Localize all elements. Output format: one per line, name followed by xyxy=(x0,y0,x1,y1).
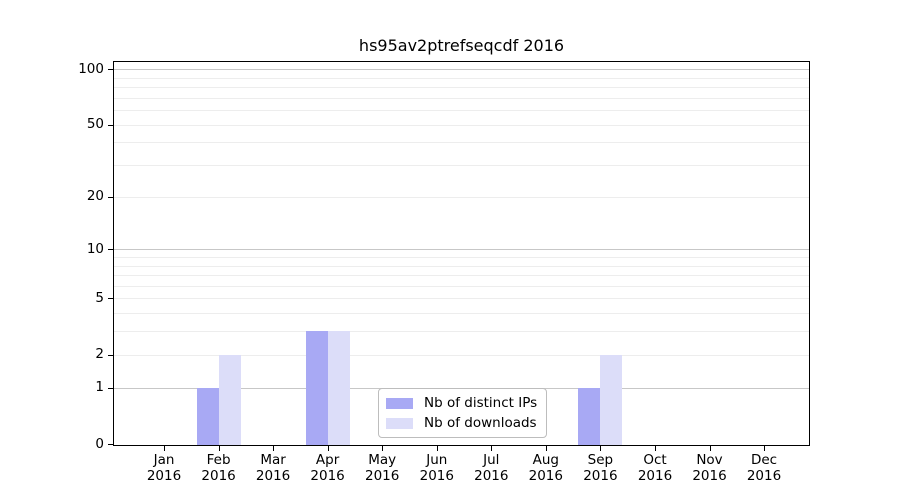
gridline-minor-30 xyxy=(114,165,809,166)
x-tick-label-jul: Jul 2016 xyxy=(474,452,509,484)
legend: Nb of distinct IPs Nb of downloads xyxy=(378,388,547,438)
y-tick-50 xyxy=(108,125,113,126)
bar-downloads-sep xyxy=(600,354,623,446)
x-tick-label-apr: Apr 2016 xyxy=(310,452,345,484)
x-tick-label-dec: Dec 2016 xyxy=(746,452,782,484)
x-tick-label-may: May 2016 xyxy=(365,452,400,484)
gridline-minor-70 xyxy=(114,97,809,99)
legend-swatch-downloads xyxy=(386,417,413,429)
x-tick-apr xyxy=(327,446,329,451)
y-tick-label-2: 2 xyxy=(95,346,104,363)
y-tick-100 xyxy=(108,69,113,70)
x-tick-label-mar: Mar 2016 xyxy=(255,452,291,484)
gridline-minor-20 xyxy=(114,196,809,198)
x-tick-label-nov: Nov 2016 xyxy=(692,452,727,484)
y-tick-label-50: 50 xyxy=(86,116,104,132)
gridline-minor-9 xyxy=(114,256,809,258)
gridline-minor-5 xyxy=(114,298,809,300)
gridline-minor-90 xyxy=(114,77,809,79)
chart-title: hs95av2ptrefseqcdf 2016 xyxy=(358,36,565,55)
y-tick-label-5: 5 xyxy=(95,289,104,306)
gridline-minor-60 xyxy=(114,110,809,111)
y-tick-1 xyxy=(108,388,113,389)
gridline-decade-100 xyxy=(114,69,809,70)
bar-downloads-apr xyxy=(327,331,350,446)
gridline-minor-2 xyxy=(114,354,809,356)
x-tick-may xyxy=(382,446,384,451)
x-tick-sep xyxy=(600,446,602,451)
x-tick-label-sep: Sep 2016 xyxy=(583,452,618,484)
gridline-minor-80 xyxy=(114,86,809,88)
x-tick-jan xyxy=(164,446,165,451)
legend-swatch-distinct-ips xyxy=(386,397,413,409)
x-tick-mar xyxy=(273,446,275,451)
gridline-minor-50 xyxy=(114,124,809,126)
x-tick-oct xyxy=(655,446,656,451)
bar-distinct-ips-apr xyxy=(305,331,328,446)
bar-downloads-feb xyxy=(218,354,241,446)
y-tick-2 xyxy=(108,355,113,356)
legend-label-distinct-ips: Nb of distinct IPs xyxy=(424,394,538,411)
x-tick-nov xyxy=(709,446,711,451)
x-tick-label-oct: Oct 2016 xyxy=(637,452,673,484)
x-tick-jun xyxy=(436,446,438,451)
gridline-minor-40 xyxy=(114,142,809,144)
y-tick-10 xyxy=(108,249,113,250)
x-tick-label-aug: Aug 2016 xyxy=(528,452,563,484)
x-tick-jul xyxy=(491,446,493,451)
x-tick-dec xyxy=(764,446,765,451)
gridline-minor-3 xyxy=(114,331,809,333)
x-tick-aug xyxy=(545,446,547,451)
legend-label-downloads: Nb of downloads xyxy=(424,414,537,431)
gridline-minor-7 xyxy=(114,275,809,276)
x-tick-label-jan: Jan 2016 xyxy=(146,452,182,484)
y-tick-label-100: 100 xyxy=(78,60,104,77)
bar-distinct-ips-sep xyxy=(578,387,601,446)
y-tick-label-1: 1 xyxy=(95,379,104,396)
x-tick-feb xyxy=(218,446,220,451)
bar-distinct-ips-feb xyxy=(196,387,219,446)
legend-item-downloads: Nb of downloads xyxy=(386,415,539,432)
gridline-minor-6 xyxy=(114,285,809,287)
y-tick-20 xyxy=(108,197,113,198)
y-tick-label-20: 20 xyxy=(86,188,104,205)
y-tick-0 xyxy=(108,444,113,445)
y-tick-5 xyxy=(108,298,113,299)
x-tick-label-feb: Feb 2016 xyxy=(201,452,236,484)
gridline-minor-8 xyxy=(114,265,809,267)
y-tick-label-10: 10 xyxy=(86,240,104,257)
y-tick-label-0: 0 xyxy=(95,435,104,452)
x-tick-label-jun: Jun 2016 xyxy=(419,452,454,484)
gridline-minor-4 xyxy=(114,313,809,315)
legend-item-distinct-ips: Nb of distinct IPs xyxy=(386,395,539,412)
gridline-decade-10 xyxy=(114,249,809,251)
